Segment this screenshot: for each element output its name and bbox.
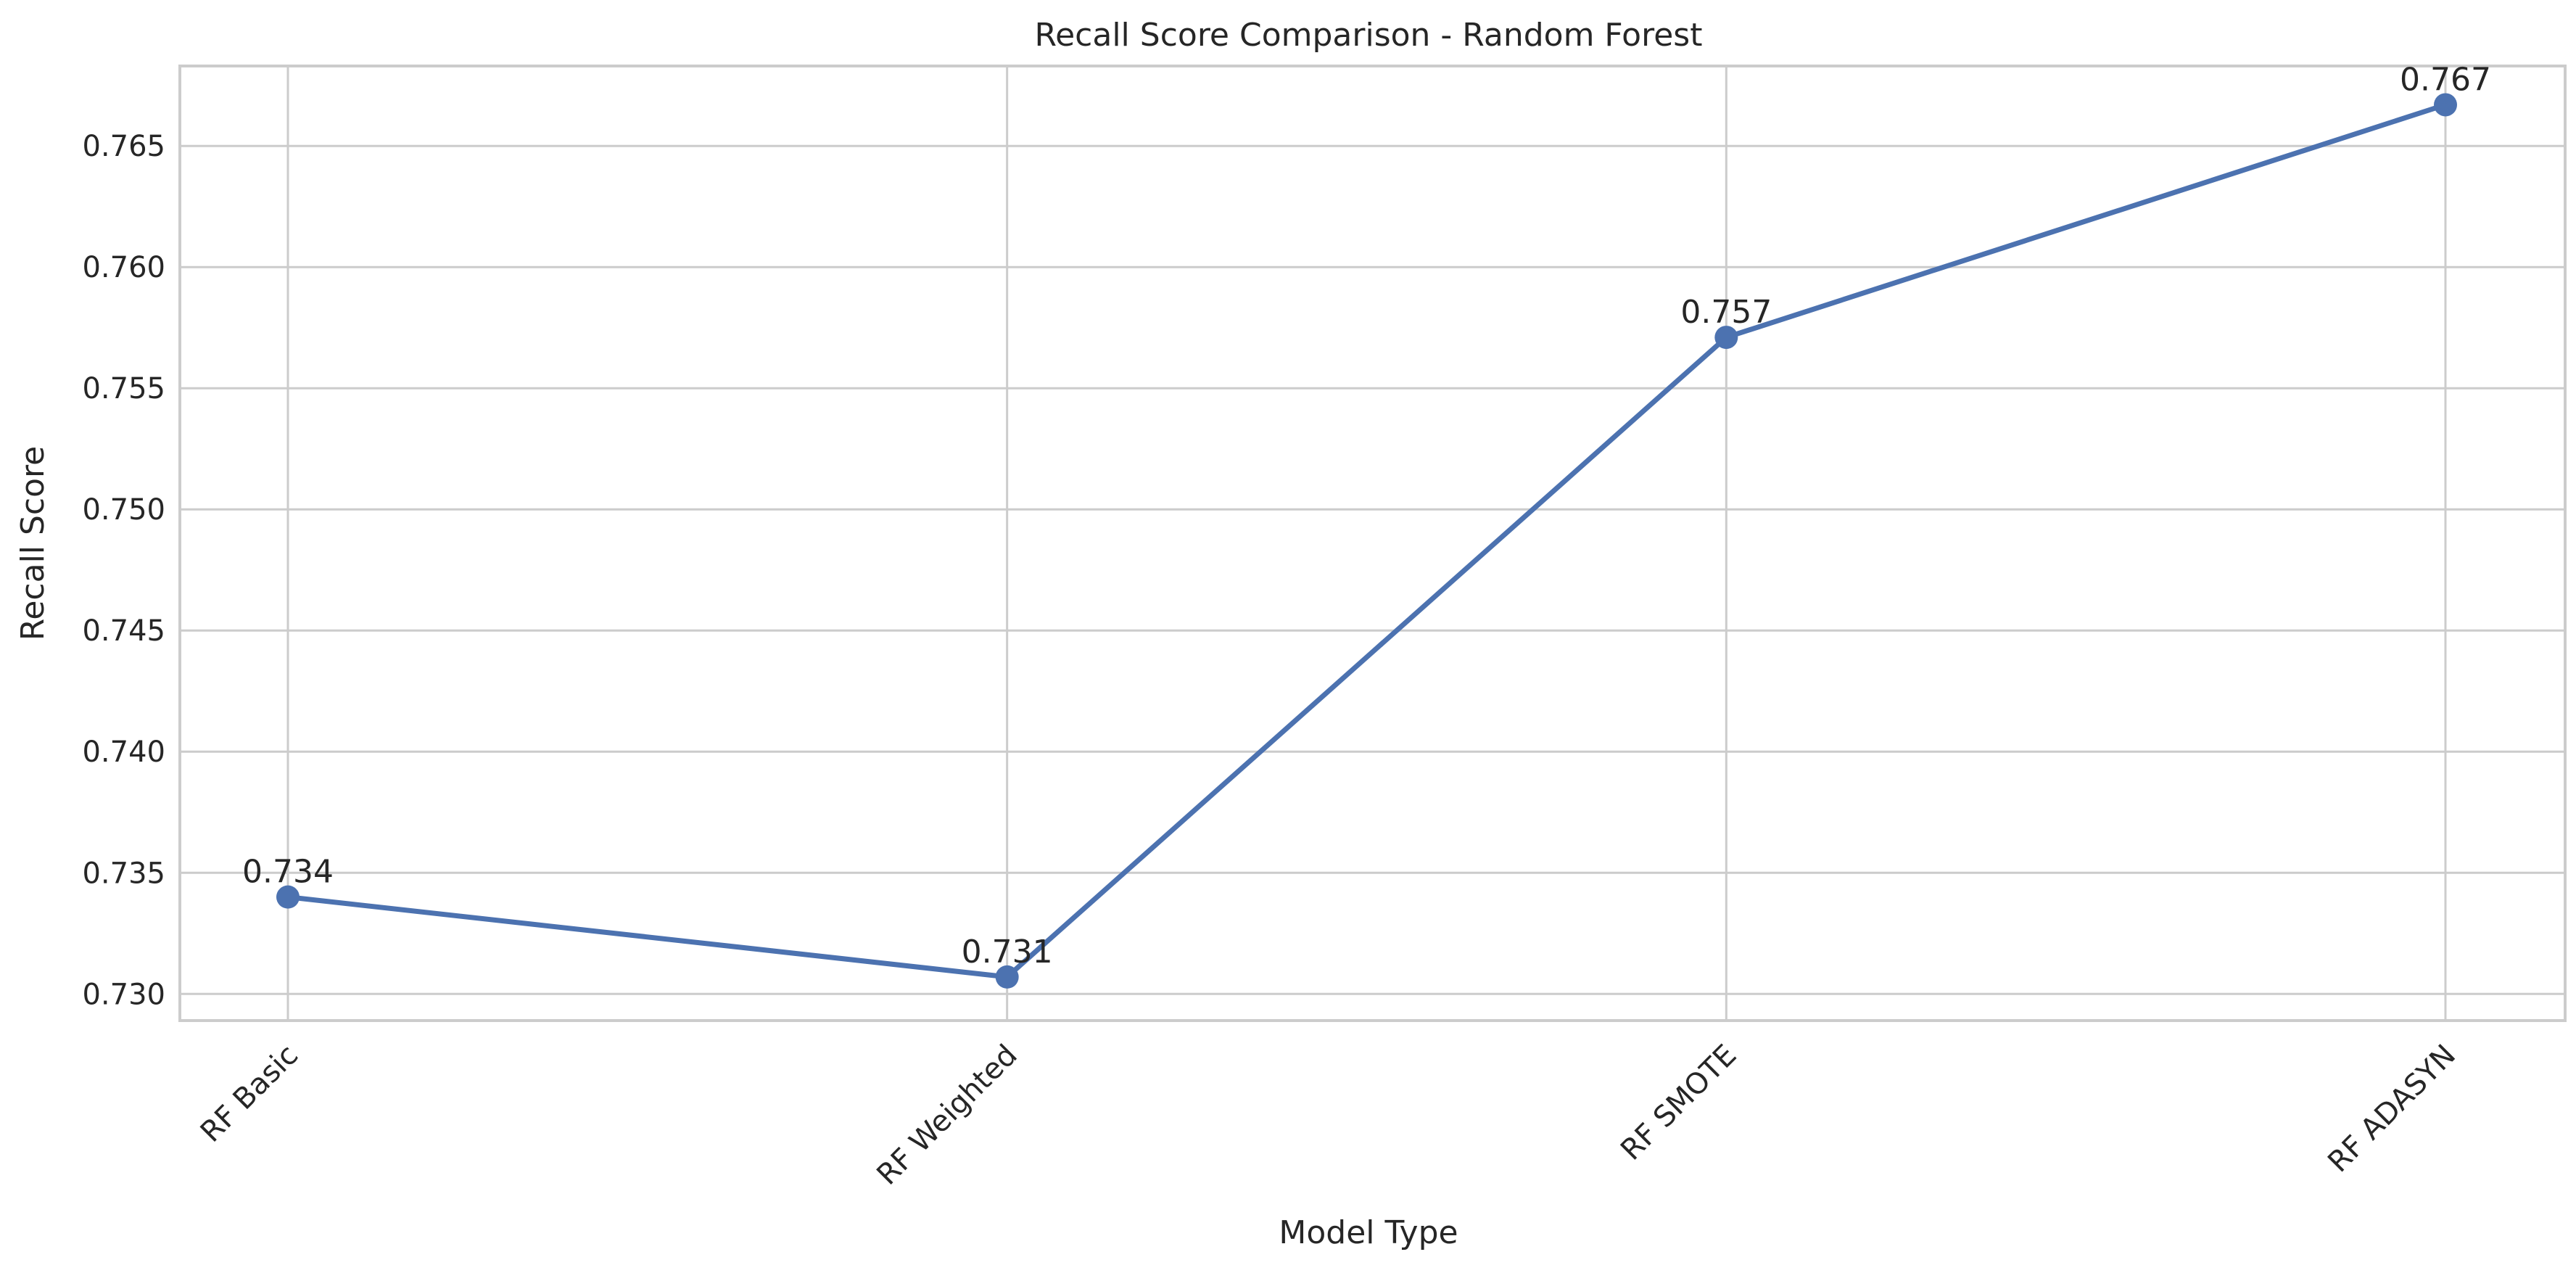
series-line — [287, 102, 2447, 980]
y-tick-label: 0.745 — [82, 614, 165, 648]
y-axis-label: Recall Score — [15, 446, 51, 641]
data-label: 0.757 — [1680, 294, 1772, 331]
y-tick-label: 0.750 — [82, 493, 165, 527]
data-point — [995, 965, 1019, 989]
grid-layer — [180, 66, 2565, 1021]
data-label: 0.767 — [2400, 61, 2491, 98]
x-tick-label: RF Basic — [194, 1039, 305, 1149]
data-point — [276, 885, 300, 909]
series-layer — [276, 93, 2457, 989]
y-tick-label: 0.755 — [82, 372, 165, 405]
x-tick-labels: RF Basic RF Weighted RF SMOTE RF ADASYN — [194, 1039, 2462, 1192]
y-tick-label: 0.760 — [82, 251, 165, 284]
data-labels: 0.734 0.731 0.757 0.767 — [242, 61, 2491, 970]
data-point — [1714, 326, 1738, 350]
x-tick-label: RF Weighted — [870, 1039, 1023, 1192]
data-label: 0.734 — [242, 854, 334, 891]
data-point — [2434, 93, 2457, 117]
y-tick-labels: 0.730 0.735 0.740 0.745 0.750 0.755 0.760 0.765 — [82, 130, 165, 1011]
y-tick-label: 0.735 — [82, 857, 165, 890]
data-label: 0.731 — [962, 934, 1053, 971]
chart-title: Recall Score Comparison - Random Forest — [1035, 17, 1703, 54]
x-tick-label: RF ADASYN — [2321, 1039, 2462, 1179]
x-tick-label: RF SMOTE — [1614, 1039, 1743, 1167]
y-tick-label: 0.765 — [82, 130, 165, 163]
x-axis-label: Model Type — [1279, 1214, 1458, 1251]
plot-frame — [178, 65, 2567, 1022]
y-tick-label: 0.730 — [82, 978, 165, 1011]
y-tick-label: 0.740 — [82, 736, 165, 769]
